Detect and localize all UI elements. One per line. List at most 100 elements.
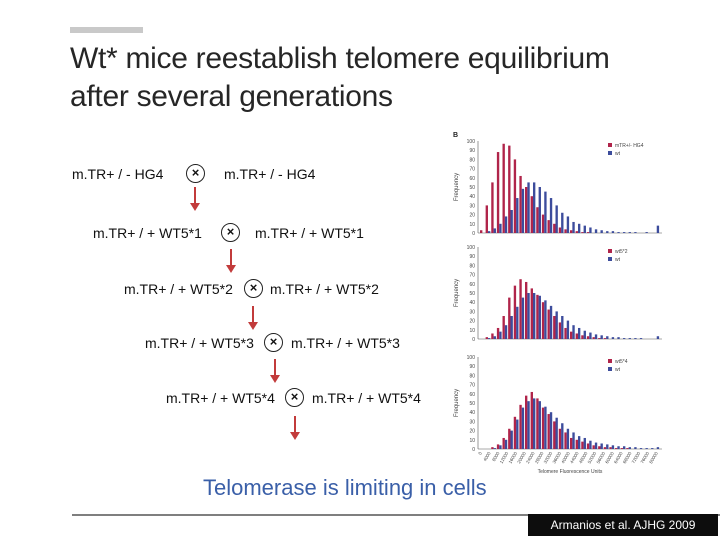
x-tick-label: 12000: [499, 451, 510, 465]
cross-left-parent: m.TR+ / + WT5*4: [166, 390, 275, 406]
y-tick-label: 30: [469, 203, 475, 209]
histogram-bar: [626, 448, 629, 449]
histogram-bar: [485, 205, 488, 233]
cross-right-parent: m.TR+ / + WT5*3: [291, 335, 400, 351]
histogram-bar: [536, 207, 539, 233]
slide-title-line-1: Wt* mice reestablish telomere equilibriu…: [70, 42, 610, 75]
slide-title-line-2: after several generations: [70, 80, 393, 113]
x-tick-label: 16000: [507, 451, 518, 465]
histogram-bar: [519, 404, 522, 449]
histogram-bar: [581, 335, 584, 339]
histogram-bar: [553, 316, 556, 339]
x-axis-label: Telomere Fluorescence Units: [538, 469, 603, 475]
histogram-bar: [555, 205, 558, 233]
legend-label: mTR+/- HG4: [615, 143, 644, 149]
histogram-bar: [575, 333, 578, 339]
histogram-bar: [549, 305, 553, 339]
histogram-bar: [504, 325, 508, 339]
y-tick-label: 10: [469, 438, 475, 444]
arrow-down-icon: [226, 249, 236, 275]
y-tick-label: 10: [469, 328, 475, 334]
histogram-bar: [493, 228, 496, 233]
arrow-down-icon: [270, 359, 280, 385]
histogram-bar: [606, 336, 609, 339]
histogram-bar: [510, 210, 513, 233]
histogram-bar: [508, 145, 511, 233]
x-tick-label: 60000: [604, 451, 615, 465]
histogram-bar: [581, 441, 584, 449]
histogram-bar: [508, 297, 511, 339]
cross-icon: ×: [285, 388, 304, 407]
x-tick-label: 40000: [560, 451, 571, 465]
legend-swatch: [608, 143, 612, 147]
histogram-bar: [521, 188, 525, 233]
histogram-bar: [480, 230, 483, 233]
histogram-bar: [634, 447, 637, 449]
histogram-bar: [555, 311, 558, 339]
histogram-bar: [516, 306, 519, 339]
histogram-bar: [564, 327, 567, 339]
legend-label: wt5*2: [615, 249, 628, 255]
histogram-bar: [586, 232, 590, 233]
histogram-bar: [589, 332, 592, 339]
histogram-bar: [558, 227, 562, 233]
histogram-bar: [611, 445, 615, 449]
y-tick-label: 0: [472, 337, 475, 343]
histogram-bar: [617, 337, 620, 339]
histogram-bar: [519, 175, 522, 233]
histogram-bar: [639, 338, 643, 339]
histogram-bar: [600, 230, 603, 233]
footer-divider: [72, 514, 720, 516]
histogram-bar: [570, 437, 573, 449]
histogram-bar: [628, 232, 631, 233]
x-tick-label: 4000: [482, 451, 492, 463]
x-tick-label: 52000: [587, 451, 598, 465]
histogram-bar: [532, 182, 536, 233]
arrow-down-icon: [290, 416, 300, 442]
histogram-bar: [577, 327, 581, 339]
histogram-bar: [530, 196, 533, 233]
x-tick-label: 20000: [516, 451, 527, 465]
histogram-bar: [572, 325, 575, 339]
histogram-bar: [566, 320, 570, 339]
histogram-bar: [487, 231, 491, 233]
histogram-bar: [594, 442, 598, 449]
x-tick-label: 44000: [569, 451, 580, 465]
histogram-bar: [499, 445, 502, 449]
histogram-bar: [620, 448, 623, 449]
y-tick-label: 20: [469, 429, 475, 435]
y-tick-label: 70: [469, 383, 475, 389]
histogram-bar: [491, 333, 494, 339]
y-tick-label: 50: [469, 185, 475, 191]
histogram-bar: [577, 436, 581, 449]
legend-label: wt: [615, 257, 621, 263]
histogram-bar: [558, 428, 562, 449]
y-tick-label: 50: [469, 401, 475, 407]
histogram-bar: [639, 448, 643, 449]
histogram-bar: [519, 279, 522, 339]
histogram-bar: [606, 444, 609, 449]
histogram-bar: [561, 423, 564, 449]
slide-title: Wt* mice reestablish telomere equilibriu…: [70, 40, 690, 116]
histogram-bar: [521, 407, 525, 449]
histogram-bar: [525, 395, 528, 449]
histogram-bar: [538, 187, 541, 233]
cross-left-parent: m.TR+ / + WT5*3: [145, 335, 254, 351]
histogram-bar: [547, 414, 550, 449]
histogram-bar: [544, 300, 547, 339]
cross-right-parent: m.TR+ / + WT5*4: [312, 390, 421, 406]
histogram-bar: [502, 437, 505, 449]
histogram-bar: [496, 444, 500, 449]
histogram-bar: [493, 336, 496, 339]
legend-label: wt: [615, 367, 621, 373]
y-tick-label: 50: [469, 291, 475, 297]
histogram-bar: [622, 232, 626, 233]
legend-swatch: [608, 249, 612, 253]
histogram-bar: [493, 448, 496, 449]
histogram-bar: [656, 336, 660, 339]
histogram-bar: [561, 212, 564, 233]
histogram-bar: [628, 447, 631, 449]
histogram-bar: [583, 437, 586, 449]
histogram-bar: [594, 229, 598, 233]
legend-label: wt5*4: [615, 359, 628, 365]
